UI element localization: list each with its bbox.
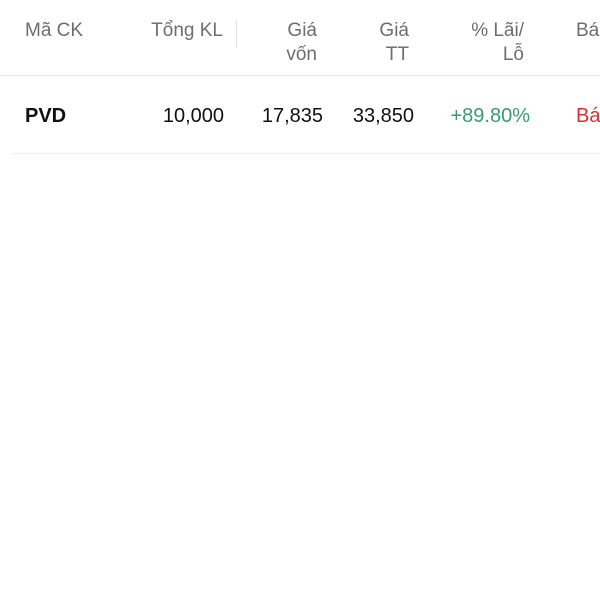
pnl-percent-cell: +89.80% — [450, 105, 530, 127]
header-market-price-line2: TT — [385, 44, 409, 65]
market-price-cell: 33,850 — [352, 105, 414, 127]
header-pnl-percent[interactable]: % Lãi/ Lỗ — [471, 19, 524, 67]
symbol-cell[interactable]: PVD — [25, 105, 67, 127]
table-header: Mã CK Tổng KL Giá vốn Giá TT % Lãi/ Lỗ B… — [0, 0, 600, 76]
cost-price-cell: 17,835 — [261, 105, 323, 127]
header-cost-price[interactable]: Giá vốn — [286, 19, 317, 67]
header-total-volume[interactable]: Tổng KL — [151, 20, 223, 41]
header-pnl-line1: % Lãi/ — [471, 20, 524, 41]
column-divider — [236, 20, 237, 48]
header-symbol[interactable]: Mã CK — [25, 20, 84, 41]
header-market-price[interactable]: Giá TT — [379, 19, 409, 67]
table-row[interactable]: PVD 10,000 17,835 33,850 +89.80% Bá — [12, 76, 600, 154]
header-pnl-line2: Lỗ — [502, 44, 524, 65]
total-volume-cell: 10,000 — [162, 105, 224, 127]
header-market-price-line1: Giá — [379, 20, 409, 41]
header-cost-price-line2: vốn — [286, 44, 317, 65]
header-cost-price-line1: Giá — [287, 20, 317, 41]
header-action[interactable]: Bá — [576, 20, 600, 41]
sell-button[interactable]: Bá — [576, 105, 600, 127]
